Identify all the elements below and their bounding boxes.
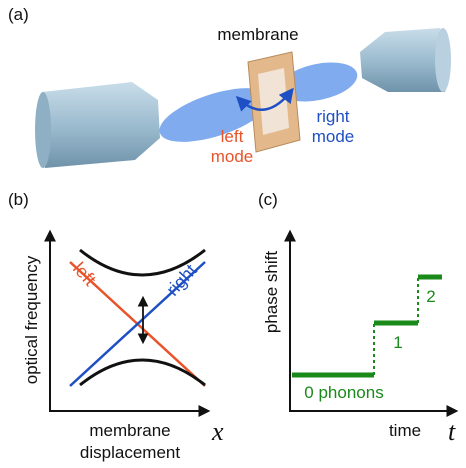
membrane-label: membrane — [217, 25, 298, 44]
right-label: right — [162, 260, 200, 299]
step-jumps — [374, 277, 418, 375]
panel-a: (a) membrane left mode right mode — [8, 5, 451, 168]
y-axis-label: optical frequency — [22, 255, 41, 384]
x-axis-label: membrane — [89, 421, 170, 440]
panel-b: (b) optical frequency left right membran… — [8, 190, 224, 462]
left-mode-label: mode — [211, 147, 254, 166]
x-axis-label: displacement — [80, 443, 180, 462]
left-objective — [35, 82, 160, 168]
panel-label: (c) — [258, 190, 278, 209]
panel-c: (c) phase shift 0 phonons 1 2 time t — [258, 190, 456, 446]
y-axis-label: phase shift — [262, 251, 281, 333]
x-axis-label: time — [389, 421, 421, 440]
steps — [292, 277, 442, 375]
step-label: 0 phonons — [304, 383, 383, 402]
figure: (a) membrane left mode right mode (b) op… — [0, 0, 466, 468]
right-mode-label: right — [316, 107, 349, 126]
t-symbol: t — [448, 417, 456, 446]
step-label: 1 — [393, 333, 402, 352]
step-label: 2 — [426, 287, 435, 306]
panel-label: (a) — [8, 5, 29, 24]
lower-branch — [80, 360, 205, 385]
left-mode-label: left — [221, 127, 244, 146]
right-mode-label: mode — [312, 127, 355, 146]
right-objective — [360, 28, 451, 92]
panel-label: (b) — [8, 190, 29, 209]
x-symbol: x — [211, 417, 224, 446]
membrane — [248, 52, 300, 152]
